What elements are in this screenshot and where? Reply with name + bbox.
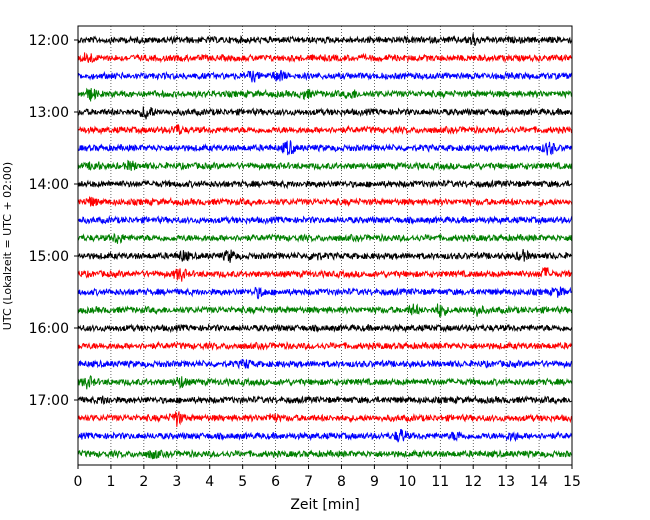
x-tick-label: 11 <box>431 474 449 490</box>
x-tick-label: 10 <box>398 474 416 490</box>
trace-1230 <box>77 69 573 83</box>
trace-1530 <box>77 286 573 300</box>
trace-1745 <box>77 448 573 460</box>
trace-1345 <box>77 159 573 172</box>
trace-1515 <box>77 267 573 282</box>
vertical-grid <box>110 26 540 465</box>
trace-1500 <box>77 249 573 263</box>
trace-lines <box>77 33 573 460</box>
trace-1215 <box>77 52 573 64</box>
y-axis-ticks: 12:00 13:00 14:00 15:00 16:00 17:00 <box>29 33 78 409</box>
y-tick-label: 14:00 <box>29 177 69 193</box>
trace-1200 <box>77 33 573 47</box>
trace-1315 <box>77 124 573 136</box>
trace-1630 <box>77 358 573 370</box>
x-tick-label: 8 <box>337 474 346 490</box>
trace-1400 <box>77 179 573 190</box>
trace-1700 <box>77 394 573 406</box>
trace-1415 <box>77 195 573 208</box>
x-tick-label: 0 <box>74 474 83 490</box>
x-axis-ticks: 0 1 2 3 4 5 6 7 8 9 10 11 12 13 14 15 <box>74 465 581 490</box>
x-tick-label: 5 <box>238 474 247 490</box>
trace-1545 <box>77 303 573 318</box>
y-axis-label: UTC (Lokalzeit = UTC + 02:00) <box>1 162 14 330</box>
x-tick-label: 12 <box>464 474 482 490</box>
x-tick-label: 7 <box>304 474 313 490</box>
y-tick-label: 15:00 <box>29 249 69 265</box>
trace-1600 <box>77 323 573 334</box>
x-tick-label: 14 <box>530 474 548 490</box>
trace-1615 <box>77 340 573 351</box>
trace-1330 <box>77 140 573 156</box>
y-tick-label: 16:00 <box>29 321 69 337</box>
trace-1445 <box>77 232 573 244</box>
x-tick-label: 2 <box>139 474 148 490</box>
trace-1730 <box>77 428 573 443</box>
trace-1645 <box>77 375 573 390</box>
x-tick-label: 4 <box>205 474 214 490</box>
x-tick-label: 6 <box>271 474 280 490</box>
plot-frame <box>77 25 573 466</box>
x-tick-label: 3 <box>172 474 181 490</box>
trace-1300 <box>77 106 573 120</box>
trace-1245 <box>77 87 573 102</box>
y-tick-label: 17:00 <box>29 393 69 409</box>
x-tick-label: 1 <box>106 474 115 490</box>
trace-1430 <box>77 214 573 226</box>
x-tick-label: 13 <box>497 474 515 490</box>
y-tick-label: 13:00 <box>29 105 69 121</box>
x-axis-label: Zeit [min] <box>290 497 359 513</box>
trace-1715 <box>77 410 573 427</box>
x-tick-label: 9 <box>370 474 379 490</box>
y-tick-label: 12:00 <box>29 33 69 49</box>
x-tick-label: 15 <box>563 474 581 490</box>
